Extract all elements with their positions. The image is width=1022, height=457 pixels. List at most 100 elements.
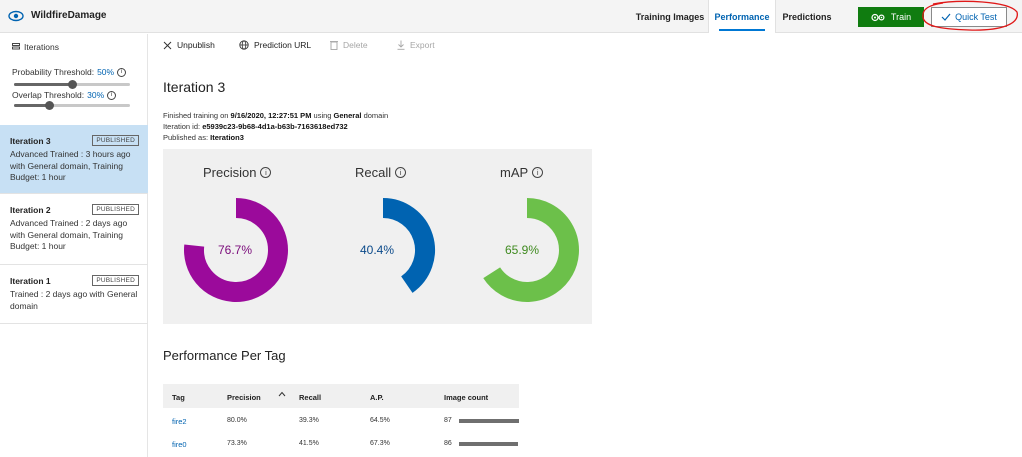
overlap-threshold-text: Overlap Threshold: [12, 90, 85, 100]
quick-test-button[interactable]: Quick Test [931, 7, 1007, 27]
map-label-text: mAP [500, 165, 529, 180]
info-icon[interactable]: i [395, 167, 407, 178]
eye-logo-icon [8, 10, 24, 22]
iterations-header: Iterations [12, 42, 59, 52]
finished-suffix: domain [361, 111, 389, 120]
image-count-bar [459, 442, 519, 446]
app-title: WildfireDamage [31, 10, 107, 21]
iteration-description: Advanced Trained : 3 hours ago with Gene… [10, 149, 131, 182]
iterations-sidebar: Iterations Probability Threshold: 50% i … [0, 34, 148, 457]
finished-date: 9/16/2020, 12:27:51 PM [230, 111, 312, 120]
slider-fill [14, 104, 49, 107]
iteration-id-value: e5939c23-9b68-4d1a-b63b-7163618ed732 [202, 122, 348, 131]
export-button[interactable]: Export [397, 40, 435, 50]
iteration-item-1[interactable]: Iteration 1 PUBLISHED Trained : 2 days a… [0, 265, 148, 324]
tab-training-images[interactable]: Training Images [635, 11, 705, 22]
map-arc [483, 198, 579, 302]
tab-predictions[interactable]: Predictions [782, 11, 832, 22]
metrics-panel: Precision i Recall i mAP i 76.7% 40.4% 65.9… [163, 149, 592, 324]
image-count-cell: 87 [444, 417, 452, 424]
precision-cell: 73.3% [227, 440, 247, 447]
close-icon [163, 41, 172, 49]
published-badge: PUBLISHED [92, 275, 139, 286]
column-precision[interactable]: Precision [227, 393, 261, 402]
sort-asc-icon[interactable] [278, 391, 286, 397]
tag-link[interactable]: fire0 [172, 440, 187, 449]
iteration-description: Advanced Trained : 2 days ago with Gener… [10, 218, 128, 251]
performance-per-tag-title: Performance Per Tag [163, 348, 286, 363]
delete-label: Delete [343, 40, 368, 50]
column-ap[interactable]: A.P. [370, 393, 384, 402]
published-badge: PUBLISHED [92, 135, 139, 146]
finished-mid: using [311, 111, 334, 120]
precision-value: 76.7% [218, 243, 253, 257]
tag-link[interactable]: fire2 [172, 417, 187, 426]
info-icon[interactable]: i [260, 167, 272, 178]
column-recall[interactable]: Recall [299, 393, 322, 402]
recall-arc [382, 198, 435, 293]
precision-label: Precision i [203, 165, 272, 180]
probability-threshold-value: 50% [97, 67, 115, 77]
iteration-name: Iteration 1 [10, 276, 51, 286]
published-badge: PUBLISHED [92, 204, 139, 215]
train-button[interactable]: Train [858, 7, 924, 27]
iterations-header-label: Iterations [24, 42, 59, 52]
info-icon[interactable]: i [532, 167, 544, 178]
prediction-url-label: Prediction URL [254, 40, 312, 50]
overlap-threshold-slider[interactable] [14, 101, 130, 110]
unpublish-label: Unpublish [177, 40, 215, 50]
map-value: 65.9% [505, 243, 540, 257]
iteration-id-label: Iteration id: [163, 122, 203, 131]
precision-donut [184, 198, 288, 302]
unpublish-button[interactable]: Unpublish [163, 40, 215, 50]
overlap-threshold-value: 30% [87, 90, 105, 100]
iteration-id-line: Iteration id: e5939c23-9b68-4d1a-b63b-71… [163, 122, 348, 131]
quick-test-label: Quick Test [955, 12, 997, 22]
probability-threshold-label: Probability Threshold: 50% i [12, 67, 127, 77]
published-as-label: Published as: [163, 133, 211, 142]
finished-training-line: Finished training on 9/16/2020, 12:27:51… [163, 111, 388, 120]
iteration-item-2[interactable]: Iteration 2 PUBLISHED Advanced Trained :… [0, 194, 148, 265]
recall-cell: 39.3% [299, 417, 319, 424]
overlap-threshold-label: Overlap Threshold: 30% i [12, 90, 117, 100]
trash-icon [330, 41, 338, 50]
map-label: mAP i [500, 165, 544, 180]
iteration-description: Trained : 2 days ago with General domain [10, 289, 138, 311]
prediction-url-button[interactable]: Prediction URL [239, 40, 311, 50]
ap-cell: 67.3% [370, 440, 390, 447]
checkmark-icon [941, 13, 951, 21]
recall-label: Recall i [355, 165, 407, 180]
download-icon [397, 40, 405, 50]
slider-thumb[interactable] [44, 101, 54, 110]
export-label: Export [410, 40, 435, 50]
iteration-item-3[interactable]: Iteration 3 PUBLISHED Advanced Trained :… [0, 125, 148, 194]
slider-fill [14, 83, 72, 86]
precision-label-text: Precision [203, 165, 257, 180]
image-count-cell: 86 [444, 440, 452, 447]
train-button-label: Train [890, 12, 912, 22]
column-image-count[interactable]: Image count [444, 393, 489, 402]
recall-donut [382, 198, 435, 293]
info-icon[interactable]: i [107, 90, 117, 100]
probability-threshold-slider[interactable] [14, 80, 130, 89]
column-tag[interactable]: Tag [172, 393, 185, 402]
stack-icon [12, 43, 20, 50]
performance-table-header: Tag Precision Recall A.P. Image count [163, 384, 519, 408]
page-title: Iteration 3 [163, 79, 226, 95]
tab-performance[interactable]: Performance [708, 0, 776, 33]
delete-button[interactable]: Delete [330, 40, 368, 50]
precision-arc [184, 198, 288, 302]
recall-value: 40.4% [360, 243, 395, 257]
globe-icon [239, 40, 249, 50]
recall-cell: 41.5% [299, 440, 319, 447]
finished-prefix: Finished training on [163, 111, 231, 120]
finished-domain: General [333, 111, 362, 120]
recall-label-text: Recall [355, 165, 392, 180]
probability-threshold-text: Probability Threshold: [12, 67, 95, 77]
published-as-value: Iteration3 [210, 133, 244, 142]
info-icon[interactable]: i [117, 67, 127, 77]
iteration-name: Iteration 3 [10, 136, 51, 146]
published-as-line: Published as: Iteration3 [163, 133, 244, 142]
gears-icon [871, 13, 885, 21]
slider-thumb[interactable] [68, 80, 77, 89]
